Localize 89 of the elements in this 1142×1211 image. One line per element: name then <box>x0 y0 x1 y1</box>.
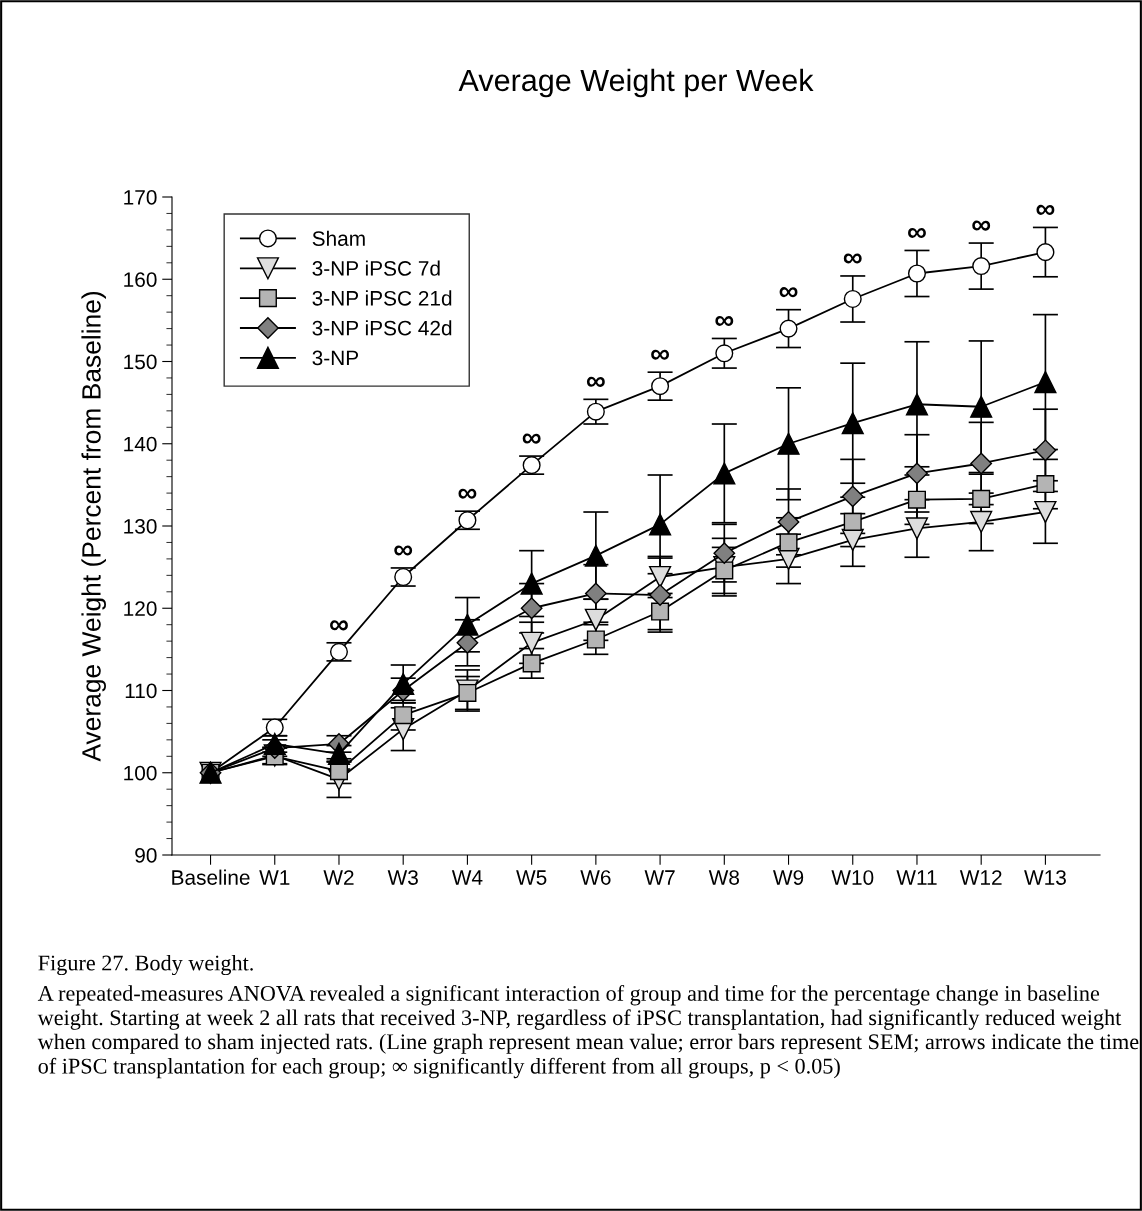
annotation: ∞ <box>394 545 413 556</box>
point <box>586 630 605 649</box>
annotation: ∞ <box>972 220 991 231</box>
point <box>584 582 607 605</box>
point <box>715 344 734 363</box>
point <box>841 485 864 508</box>
x-tick-label: W4 <box>451 870 483 885</box>
point <box>394 706 413 725</box>
point <box>1034 370 1057 394</box>
y-tick-label: 140 <box>124 436 157 452</box>
annotation: ∞ <box>908 227 926 239</box>
point <box>905 517 929 540</box>
y-axis-title: Average Weight (Percent from Baseline) <box>81 291 106 762</box>
x-tick-label: W11 <box>896 870 937 885</box>
point <box>520 597 543 620</box>
point <box>651 377 670 396</box>
point <box>586 402 605 421</box>
annotation: ∞ <box>779 287 798 298</box>
point <box>713 462 736 485</box>
point <box>584 544 607 567</box>
point <box>584 608 607 631</box>
legend-label: 3-NP iPSC 21d <box>312 290 452 306</box>
point <box>907 264 926 283</box>
point <box>522 654 541 673</box>
point <box>394 567 413 587</box>
point <box>906 462 928 485</box>
point <box>648 513 672 536</box>
x-tick-label: Baseline <box>172 869 250 885</box>
legend-label: Sham <box>312 230 365 246</box>
point <box>972 257 991 276</box>
x-tick-label: W10 <box>831 870 874 885</box>
annotation: ∞ <box>651 349 670 360</box>
point <box>651 602 670 621</box>
x-tick-label: W2 <box>323 870 354 885</box>
point <box>649 584 671 606</box>
annotation: ∞ <box>1036 204 1055 216</box>
point <box>970 395 993 418</box>
y-tick-label: 110 <box>125 683 157 699</box>
point <box>907 490 926 509</box>
point <box>713 542 736 565</box>
annotation: ∞ <box>586 376 605 387</box>
point <box>779 533 798 552</box>
annotation: ∞ <box>330 620 348 631</box>
annotation: ∞ <box>522 433 541 444</box>
y-tick-label: 130 <box>124 519 157 534</box>
text: A repeated-measures ANOVA revealed a significant interaction of group and time for the percentage change in baseline weight. Starting at week 2 all rats that received 3-NP, regardless of iPSC transplantation, had significantly reduced weight when compared to sham injected rats. (Line graph represent mean value; error bars represent SEM; arrows indicate the time of iPSC transplantation for each group; ∞ significantly different from all groups, p < 0.05) <box>37 985 1139 1079</box>
x-tick-label: W1 <box>259 870 290 885</box>
x-tick-label: W9 <box>772 870 804 885</box>
y-tick-label: 150 <box>124 354 157 370</box>
point <box>843 512 862 531</box>
x-tick-label: W8 <box>708 870 740 885</box>
point <box>905 393 929 416</box>
chart-title: Average Weight per Week <box>458 68 814 98</box>
caption: Figure 27. Body weight. <box>38 954 253 976</box>
point <box>456 613 479 636</box>
point <box>779 319 798 338</box>
y-tick-label: 120 <box>124 601 157 616</box>
point <box>520 631 543 654</box>
point <box>970 510 993 533</box>
x-tick-label: W3 <box>387 870 418 885</box>
legend-label: 3-NP <box>312 350 359 366</box>
point <box>1034 439 1057 462</box>
point <box>841 412 864 435</box>
y-tick-label: 160 <box>124 272 157 287</box>
point <box>972 489 991 508</box>
point <box>1034 500 1057 524</box>
y-tick-label: 170 <box>124 190 157 205</box>
annotation: ∞ <box>458 488 477 499</box>
point <box>392 672 415 696</box>
point <box>970 452 993 475</box>
point <box>715 561 734 580</box>
point <box>777 432 800 455</box>
point <box>520 572 543 595</box>
y-tick-label: 100 <box>124 765 157 781</box>
x-tick-label: W12 <box>959 870 1002 885</box>
x-tick-label: W6 <box>580 870 611 885</box>
x-tick-label: W7 <box>644 870 675 885</box>
annotation: ∞ <box>715 315 734 327</box>
x-tick-label: W5 <box>516 870 547 885</box>
legend-label: 3-NP iPSC 42d <box>312 320 452 336</box>
annotation: ∞ <box>843 253 862 264</box>
point <box>265 718 284 737</box>
point <box>1036 243 1055 262</box>
point <box>1036 475 1055 494</box>
point <box>777 510 800 533</box>
y-tick-label: 90 <box>135 848 157 863</box>
x-tick-label: W13 <box>1024 870 1066 885</box>
legend-label: 3-NP iPSC 7d <box>312 260 440 276</box>
point <box>843 289 862 309</box>
